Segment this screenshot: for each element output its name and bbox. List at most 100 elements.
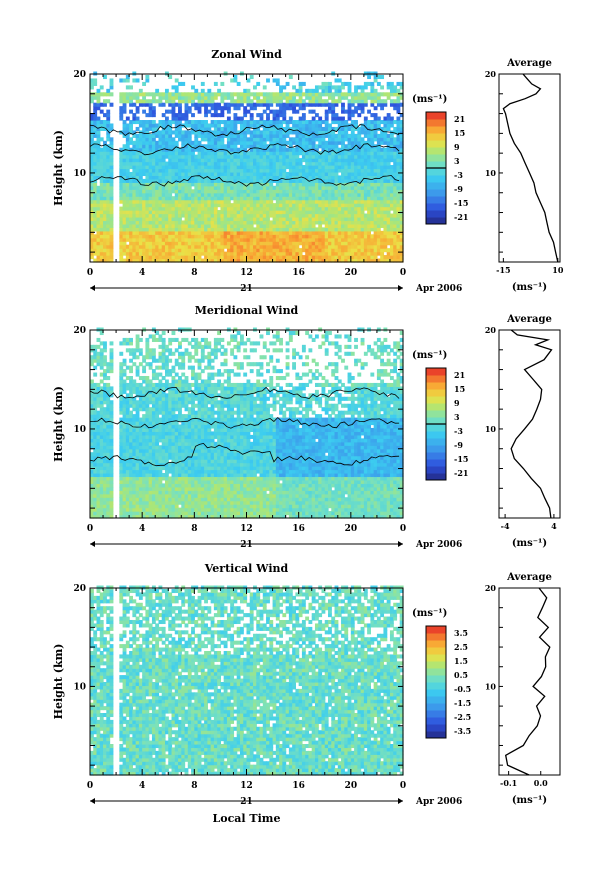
wind-cell	[354, 92, 358, 97]
wind-cell	[132, 171, 137, 177]
wind-cell	[272, 126, 277, 131]
wind-cell	[357, 203, 362, 208]
wind-cell	[253, 151, 257, 156]
wind-cell	[266, 213, 270, 218]
wind-cell	[223, 151, 228, 156]
wind-cell	[308, 255, 313, 260]
wind-cell	[226, 182, 231, 187]
wind-cell	[386, 137, 391, 142]
wind-cell	[298, 102, 303, 107]
wind-cell	[90, 113, 94, 118]
wind-cell	[148, 165, 153, 170]
wind-cell	[341, 154, 345, 159]
wind-cell	[217, 120, 222, 125]
wind-cell	[155, 199, 160, 204]
wind-cell	[321, 140, 326, 145]
wind-cell	[168, 251, 173, 256]
wind-cell	[93, 109, 98, 114]
wind-cell	[106, 199, 111, 204]
wind-cell	[217, 113, 222, 118]
wind-cell	[337, 185, 342, 190]
wind-cell	[256, 251, 261, 256]
wind-cell	[389, 144, 394, 149]
wind-cell	[109, 362, 114, 367]
wind-cell	[373, 88, 378, 93]
wind-cell	[109, 223, 114, 228]
wind-cell	[135, 248, 140, 253]
wind-cell	[129, 410, 133, 415]
wind-cell	[103, 123, 107, 128]
wind-cell	[341, 220, 345, 225]
wind-cell	[298, 251, 303, 256]
wind-cell	[354, 85, 358, 90]
wind-cell	[266, 178, 270, 183]
wind-cell	[259, 234, 264, 239]
wind-cell	[132, 185, 137, 190]
wind-cell	[103, 234, 107, 239]
wind-cell	[318, 216, 323, 222]
wind-cell	[151, 133, 156, 138]
wind-cell	[230, 213, 235, 218]
wind-cell	[142, 237, 147, 242]
wind-cell	[243, 161, 248, 166]
wind-cell	[142, 140, 147, 145]
wind-cell	[184, 113, 189, 118]
wind-cell	[109, 448, 114, 453]
wind-cell	[305, 133, 310, 138]
wind-cell	[328, 178, 332, 183]
wind-cell	[341, 199, 345, 204]
wind-cell	[200, 223, 205, 228]
wind-cell	[357, 147, 362, 152]
wind-cell	[90, 230, 94, 235]
wind-cell	[308, 126, 313, 131]
wind-cell	[184, 199, 189, 204]
wind-cell	[334, 116, 339, 121]
wind-cell	[135, 192, 140, 197]
wind-cell	[318, 99, 323, 104]
wind-cell	[90, 348, 94, 353]
wind-cell	[334, 178, 339, 183]
wind-cell	[321, 137, 326, 142]
wind-cell	[125, 140, 130, 145]
wind-cell	[288, 230, 293, 235]
wind-cell	[103, 341, 107, 346]
wind-cell	[217, 213, 222, 218]
wind-cell	[103, 344, 107, 349]
wind-cell	[109, 407, 114, 412]
wind-cell	[171, 130, 176, 135]
wind-cell	[151, 192, 156, 197]
wind-cell	[301, 185, 306, 190]
wind-cell	[230, 241, 235, 246]
wind-cell	[132, 241, 137, 246]
wind-cell	[324, 189, 329, 194]
wind-cell	[246, 210, 251, 215]
wind-cell	[259, 120, 264, 125]
wind-cell	[129, 126, 133, 131]
wind-cell	[129, 192, 133, 197]
wind-cell	[337, 237, 342, 242]
wind-cell	[158, 255, 163, 260]
wind-cell	[373, 210, 378, 215]
wind-cell	[298, 85, 303, 90]
wind-cell	[383, 116, 388, 121]
wind-cell	[363, 206, 368, 211]
wind-cell	[99, 102, 104, 107]
wind-cell	[93, 151, 98, 156]
wind-cell	[99, 206, 104, 211]
wind-cell	[311, 116, 316, 121]
wind-cell	[204, 168, 208, 173]
wind-cell	[298, 123, 303, 128]
wind-cell	[148, 248, 153, 253]
wind-cell	[367, 237, 371, 242]
wind-cell	[213, 130, 218, 135]
wind-cell	[122, 379, 127, 384]
wind-cell	[318, 140, 323, 145]
wind-cell	[275, 234, 280, 239]
wind-cell	[337, 244, 342, 249]
wind-cell	[311, 210, 316, 215]
wind-cell	[90, 479, 94, 484]
wind-cell	[334, 161, 339, 166]
wind-cell	[119, 151, 124, 156]
wind-cell	[389, 92, 394, 97]
wind-cell	[376, 192, 381, 197]
